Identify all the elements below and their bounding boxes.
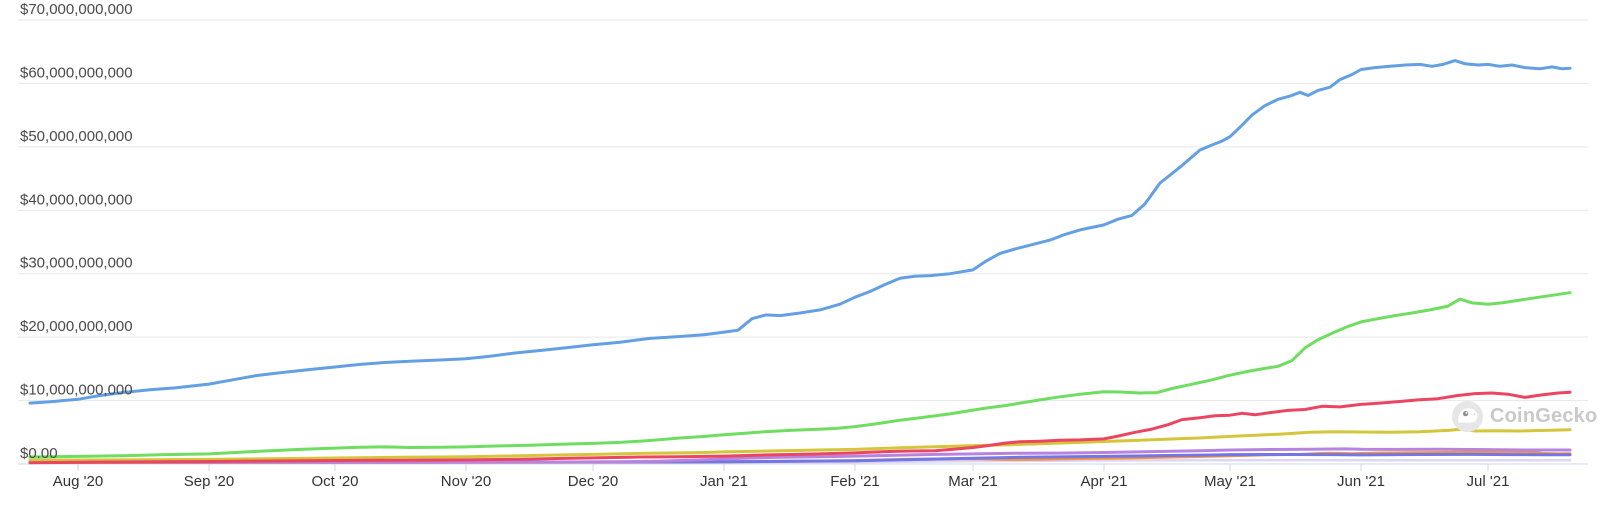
series-line-blue[interactable]: [28, 59, 1572, 405]
y-axis-label: $0.00: [20, 445, 58, 462]
series-line-red[interactable]: [28, 390, 1572, 465]
y-axis-label: $10,000,000,000: [20, 382, 133, 399]
y-axis-label: $70,000,000,000: [20, 1, 133, 18]
x-axis-label: Oct '20: [311, 473, 358, 490]
x-axis-label: Sep '20: [184, 473, 234, 490]
x-axis-label: Dec '20: [568, 473, 618, 490]
series-line-purple[interactable]: [28, 447, 1572, 464]
x-axis-label: Feb '21: [830, 473, 880, 490]
series-line-yellow[interactable]: [28, 427, 1572, 462]
y-axis-label: $50,000,000,000: [20, 128, 133, 145]
x-axis-label: Aug '20: [53, 473, 103, 490]
y-axis-label: $30,000,000,000: [20, 255, 133, 272]
x-axis-label: Jun '21: [1337, 473, 1385, 490]
x-axis-label: Jul '21: [1467, 473, 1510, 490]
y-axis-label: $60,000,000,000: [20, 64, 133, 81]
x-axis-label: May '21: [1204, 473, 1256, 490]
x-axis-label: Mar '21: [948, 473, 998, 490]
x-axis-label: Jan '21: [700, 473, 748, 490]
y-axis-label: $40,000,000,000: [20, 191, 133, 208]
y-axis-label: $20,000,000,000: [20, 318, 133, 335]
series-line-green[interactable]: [28, 291, 1572, 459]
x-axis-label: Apr '21: [1080, 473, 1127, 490]
x-axis-label: Nov '20: [441, 473, 491, 490]
